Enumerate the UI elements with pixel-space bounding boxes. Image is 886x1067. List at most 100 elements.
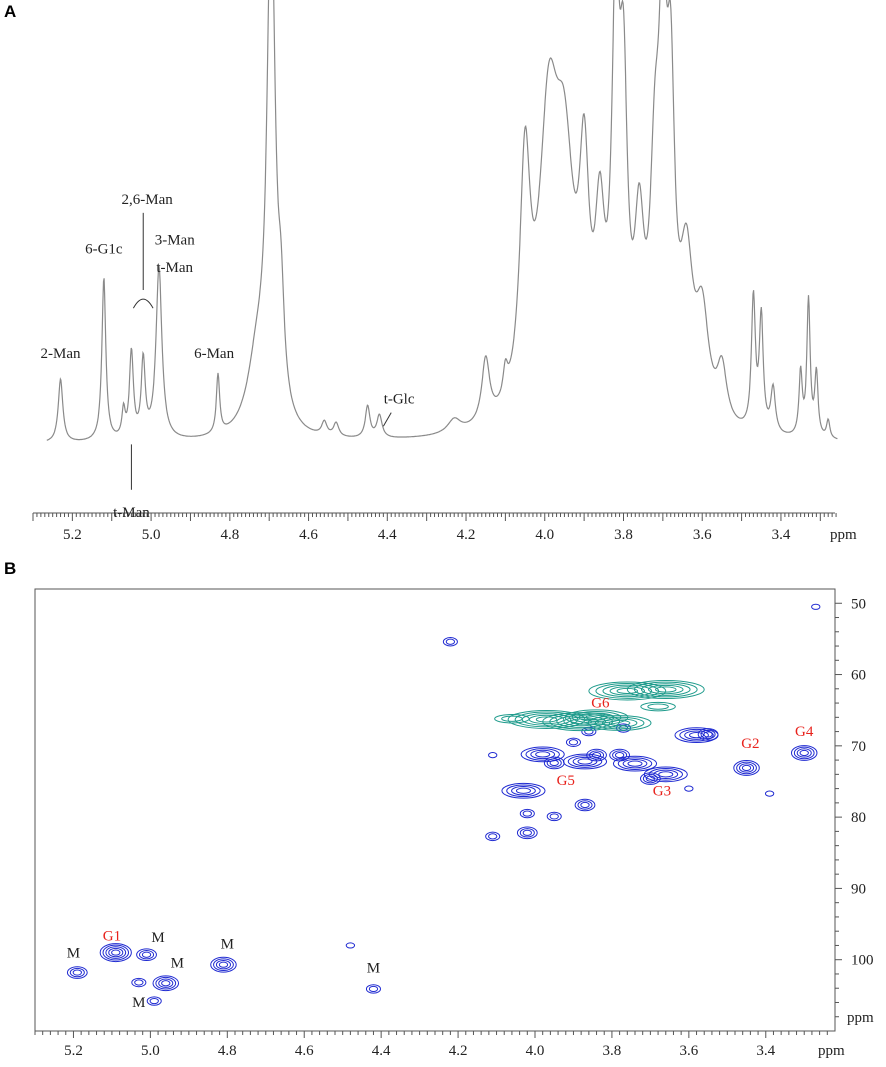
- contour-ring: [215, 960, 231, 970]
- x-tick-label: 4.2: [449, 1043, 468, 1059]
- contour-ring: [612, 750, 628, 760]
- contour-ring: [506, 784, 541, 798]
- contour-ring: [501, 715, 523, 722]
- blue-cross-peak: [146, 996, 162, 1006]
- contour-ring: [588, 681, 667, 701]
- blue-cross-peak: [136, 948, 157, 962]
- peak-annotation: 6-G1c: [85, 242, 123, 258]
- contour-ring: [684, 785, 694, 792]
- contour-ring: [684, 730, 709, 740]
- contour-ring: [580, 801, 590, 809]
- x-tick-label: 5.0: [142, 527, 161, 543]
- contour-ring: [158, 978, 174, 988]
- blue-cross-peak: [520, 746, 565, 763]
- blue-cross-peak: [516, 826, 538, 840]
- contour-ring: [519, 808, 535, 819]
- contour-ring: [572, 756, 598, 767]
- contour-ring: [525, 748, 560, 761]
- y-tick-label: 90: [851, 881, 866, 897]
- contour-ring: [141, 951, 152, 958]
- contour-ring: [703, 731, 713, 738]
- contour-ring: [131, 977, 147, 988]
- contour-ring: [213, 958, 234, 972]
- contour-ring: [700, 729, 716, 740]
- contour-ring: [66, 966, 88, 979]
- contour-ring: [105, 946, 127, 959]
- cross-peak-label: M: [221, 936, 234, 952]
- contour-ring: [799, 749, 809, 757]
- contour-ring: [368, 985, 379, 993]
- contour-ring: [655, 686, 677, 693]
- contour-ring: [562, 753, 608, 770]
- contour-ring: [152, 975, 180, 992]
- contour-ring: [626, 680, 705, 700]
- x-axis-label: ppm: [818, 1043, 845, 1059]
- contour-ring: [549, 813, 559, 820]
- contour-ring: [614, 752, 625, 759]
- blue-cross-peak: [764, 790, 775, 797]
- blue-cross-peak: [488, 752, 498, 759]
- contour-ring: [522, 829, 532, 836]
- teal-cross-peak: [640, 701, 676, 712]
- contour-ring: [139, 950, 155, 960]
- contour-ring: [568, 739, 579, 746]
- contour-ring: [511, 786, 536, 796]
- cross-peak-label: M: [151, 930, 164, 946]
- contour-ring: [764, 790, 775, 797]
- contour-ring: [522, 810, 532, 817]
- contour-ring: [72, 969, 82, 976]
- contour-ring: [567, 755, 603, 768]
- x-tick-label: 5.2: [64, 1043, 83, 1059]
- contour-ring: [612, 755, 658, 772]
- contour-ring: [647, 703, 669, 710]
- contour-ring: [741, 764, 752, 772]
- cross-peak-label: G6: [591, 695, 610, 711]
- contour-ring: [733, 760, 760, 776]
- blue-cross-peak: [501, 782, 546, 799]
- contour-ring: [345, 942, 356, 949]
- contour-ring: [736, 761, 757, 775]
- contour-ring: [218, 961, 229, 968]
- contour-ring: [653, 769, 679, 780]
- x-tick-label: 4.4: [378, 527, 397, 543]
- x-tick-label: 4.6: [299, 527, 318, 543]
- x-axis-label: ppm: [830, 527, 857, 543]
- contour-ring: [739, 763, 755, 773]
- blue-cross-peak: [574, 798, 596, 812]
- x-tick-label: 4.0: [526, 1043, 545, 1059]
- contour-ring: [811, 603, 821, 610]
- blue-cross-peak: [609, 748, 630, 762]
- blue-cross-peak: [586, 748, 607, 762]
- peak-annotation: 2,6-Man: [122, 192, 174, 208]
- teal-cross-peak: [587, 715, 652, 731]
- contour-ring: [99, 943, 132, 963]
- peak-annotation: t-Glc: [384, 392, 415, 408]
- blue-cross-peak: [210, 956, 237, 973]
- peak-annotation: t-Man: [156, 260, 193, 276]
- cross-peak-label: G3: [653, 784, 671, 800]
- contour-ring: [633, 681, 698, 698]
- y-tick-label: 70: [851, 739, 866, 755]
- annotation-bracket: [132, 298, 154, 309]
- contour-ring: [591, 752, 602, 759]
- cross-peak-label: G5: [557, 773, 575, 789]
- y-tick-label: 50: [851, 596, 866, 612]
- blue-cross-peak: [365, 984, 381, 994]
- chart-a-1h-spectrum: 5.2 5.0 4.8 4.6 4.4 4.2 4.0 3.8 3.6 3.4 ppm 2-Man 6-…: [32, 0, 857, 543]
- contour-ring: [584, 728, 594, 735]
- contour-ring: [793, 746, 815, 760]
- x-tick-label: 3.4: [772, 527, 791, 543]
- contour-ring: [111, 949, 121, 956]
- contour-ring: [488, 752, 498, 759]
- contour-ring: [515, 787, 532, 794]
- contour-ring: [530, 749, 556, 760]
- peak-annotation: 2-Man: [41, 346, 81, 362]
- blue-cross-peak: [565, 737, 581, 747]
- blue-cross-peak: [442, 637, 458, 647]
- contour-ring: [622, 758, 648, 769]
- contour-ring: [640, 701, 676, 712]
- x-tick-label: 4.0: [535, 527, 554, 543]
- contour-ring: [445, 638, 456, 645]
- contour-ring: [546, 811, 562, 822]
- spectrum-line: [46, 0, 838, 441]
